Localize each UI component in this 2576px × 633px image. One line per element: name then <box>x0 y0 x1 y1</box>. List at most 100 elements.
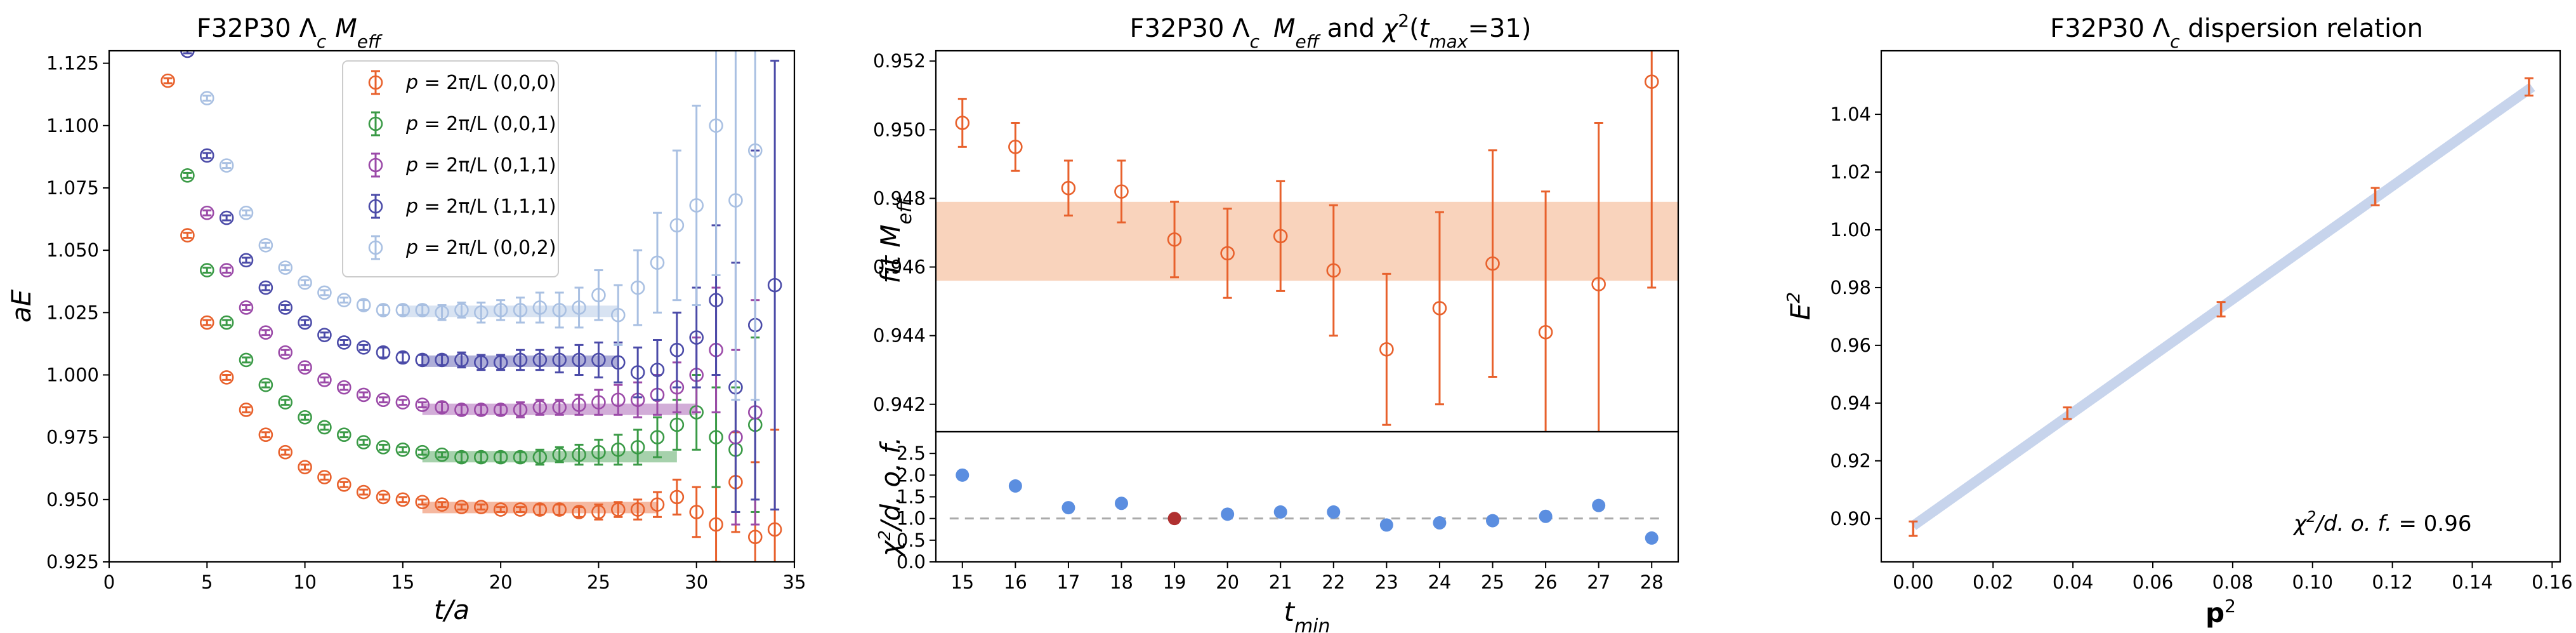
data-point-p011 <box>356 387 371 403</box>
data-point-p011 <box>278 345 293 360</box>
panel2-xlabel: tmin <box>1284 596 1330 633</box>
y-tick-label: 0.952 <box>873 50 926 72</box>
panel2-bottom-points <box>956 468 1659 545</box>
x-tick-label: 35 <box>783 571 806 593</box>
data-point-p002 <box>747 51 763 401</box>
data-point-p011 <box>552 399 567 416</box>
data-point-p000 <box>513 502 528 517</box>
data-point-p000 <box>336 477 352 492</box>
data-point-p011 <box>513 401 528 418</box>
x-tick-label: 26 <box>1534 571 1558 593</box>
data-point-p000 <box>298 460 312 475</box>
legend-label: p = 2π/L (0,1,1) <box>405 154 556 177</box>
data-point-p002 <box>610 284 626 346</box>
data-point-p000 <box>572 505 586 519</box>
chi2-point <box>1592 498 1606 512</box>
panel2-bottom-ylabel: χ2/d. o. f. <box>875 437 906 558</box>
x-tick-label: 20 <box>489 571 513 593</box>
data-point-p001 <box>317 420 332 435</box>
legend-entry-p011: p = 2π/L (0,1,1) <box>368 152 556 178</box>
x-tick-label: 28 <box>1640 571 1664 593</box>
fit-mass-point <box>1538 190 1553 432</box>
x-tick-label: 0 <box>103 571 115 593</box>
data-point-p000 <box>591 503 606 521</box>
data-point-p011 <box>572 394 586 416</box>
panel1-frame <box>108 50 796 563</box>
data-point-p001 <box>336 427 352 443</box>
data-point-p001 <box>493 450 508 465</box>
data-point-p000 <box>239 403 254 417</box>
data-point-p001 <box>591 439 606 466</box>
data-point-p001 <box>630 429 645 466</box>
data-point-p002 <box>258 237 273 253</box>
chi2-point <box>1645 531 1659 545</box>
data-point-p111 <box>552 346 567 374</box>
data-point-p011 <box>258 325 273 340</box>
data-point-p002 <box>689 104 704 307</box>
panel3-xlabel: p2 <box>2205 596 2236 629</box>
data-point-p002 <box>728 51 743 401</box>
data-point-p000 <box>630 498 645 521</box>
data-point-p002 <box>395 303 411 317</box>
x-tick-label: 30 <box>685 571 708 593</box>
data-point-p111 <box>395 350 411 365</box>
data-point-p001 <box>454 450 469 465</box>
panel2-top-points <box>955 51 1659 432</box>
x-tick-label: 17 <box>1056 571 1080 593</box>
data-point-p111 <box>610 341 626 383</box>
data-point-p111 <box>532 349 548 371</box>
data-point-p001 <box>513 450 528 465</box>
data-point-p000 <box>415 495 430 510</box>
legend-label: p = 2π/L (1,1,1) <box>405 196 556 218</box>
y-tick-label: 1.04 <box>1830 103 1871 125</box>
x-tick-label: 22 <box>1322 571 1345 593</box>
data-point-p011 <box>454 403 469 417</box>
data-point-p002 <box>219 158 234 173</box>
data-point-p000 <box>454 500 469 514</box>
x-tick-label: 10 <box>293 571 317 593</box>
chi2-point <box>1221 507 1235 521</box>
x-tick-label: 23 <box>1375 571 1398 593</box>
fit-band <box>936 201 1678 281</box>
data-point-p001 <box>239 352 254 368</box>
data-point-p000 <box>180 228 195 243</box>
data-point-p002 <box>650 211 665 314</box>
data-point-p011 <box>376 392 391 408</box>
chi2-point <box>1273 505 1287 519</box>
y-tick-label: 0.92 <box>1830 450 1871 472</box>
data-point-p001 <box>199 263 214 277</box>
panel1-ylabel: aE <box>6 289 37 323</box>
data-point-p001 <box>356 435 371 450</box>
y-tick-label: 2.0 <box>897 464 926 486</box>
data-point-p001 <box>258 377 273 392</box>
panel1-points <box>161 51 782 562</box>
y-tick-label: 0.5 <box>897 530 926 551</box>
panel-fit-mass-chi2: F32P30 Λc Meff and χ2(tmax=31) 0.942 0.944… <box>873 10 1679 633</box>
y-tick-label: 0.946 <box>873 257 926 278</box>
data-point-p000 <box>356 484 371 500</box>
data-point-p000 <box>650 491 665 518</box>
data-point-p111 <box>415 352 430 368</box>
y-tick-label: 0.96 <box>1830 335 1871 356</box>
data-point-p111 <box>356 340 371 355</box>
data-point-p011 <box>610 383 626 416</box>
data-point-p111 <box>258 280 273 295</box>
fit-mass-point <box>1644 51 1659 289</box>
y-tick-label: 1.100 <box>46 115 99 137</box>
data-point-p111 <box>473 354 489 371</box>
data-point-p111 <box>239 253 254 268</box>
chi2-point <box>1008 479 1022 493</box>
data-point-p111 <box>317 328 332 342</box>
data-point-p002 <box>572 286 586 329</box>
data-point-p002 <box>356 298 371 312</box>
data-point-p002 <box>278 260 293 275</box>
data-point-p002 <box>435 304 449 321</box>
panel-dispersion: F32P30 Λc dispersion relation 0.00 0.02 0.… <box>1783 14 2573 629</box>
data-point-p111 <box>513 349 528 371</box>
panel2-top-fit: 0.942 0.944 0.946 0.948 0.950 0.952 fit Meff <box>873 50 1679 433</box>
y-tick-label: 0.94 <box>1830 392 1871 414</box>
x-tick-label: 0.16 <box>2532 571 2573 593</box>
y-tick-label: 2.5 <box>897 443 926 464</box>
data-point-p011 <box>317 373 332 387</box>
